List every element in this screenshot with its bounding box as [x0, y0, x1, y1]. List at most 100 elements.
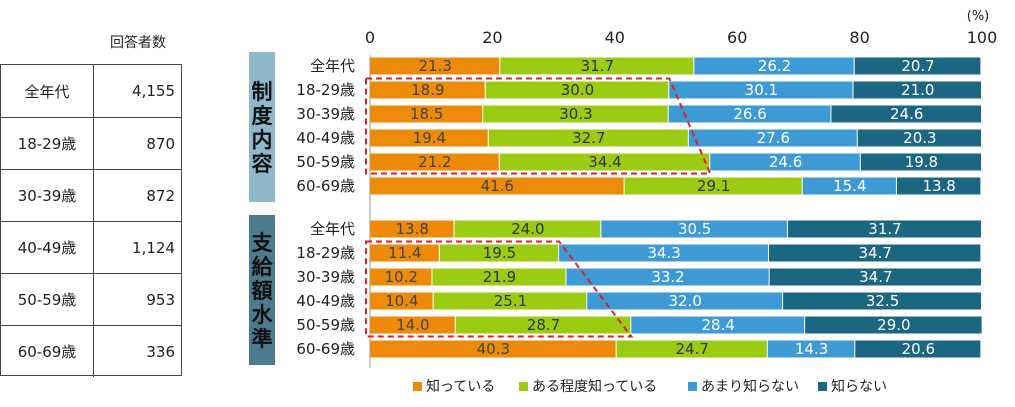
- x-tick-label: 100: [967, 28, 998, 47]
- x-tick-label: 0: [365, 28, 375, 47]
- data-label: 18.5: [410, 105, 443, 123]
- group-label-char: 容: [252, 152, 273, 176]
- x-tick-label: 40: [605, 28, 625, 47]
- bar-segment: [896, 177, 981, 195]
- table-row-value: 953: [146, 290, 175, 309]
- group-label-char: 水: [252, 303, 274, 327]
- bar-segment: [783, 292, 981, 310]
- table-row-label: 50-59歳: [1, 274, 94, 325]
- bar-segment: [499, 153, 710, 171]
- legend-label: ある程度知っている: [532, 378, 657, 395]
- bar-segment: [668, 105, 831, 123]
- data-label: 31.7: [868, 220, 901, 238]
- data-label: 30.0: [561, 81, 594, 99]
- bar-segment: [370, 340, 616, 358]
- bar-segment: [624, 177, 802, 195]
- data-label: 30.5: [678, 220, 711, 238]
- bar-segment: [805, 316, 982, 334]
- data-label: 28.7: [527, 316, 560, 334]
- group-panel: [249, 215, 275, 365]
- bar-segment: [787, 220, 981, 238]
- category-label: 60-69歳: [296, 340, 355, 358]
- data-label: 29.1: [697, 177, 730, 195]
- bar-segment: [370, 153, 499, 171]
- bar-segment: [769, 244, 981, 262]
- category-label: 40-49歳: [296, 292, 355, 310]
- data-label: 26.2: [758, 57, 791, 75]
- category-label: 全年代: [310, 57, 355, 75]
- legend-label: あまり知らない: [701, 378, 799, 395]
- data-label: 32.5: [866, 292, 899, 310]
- data-label: 31.7: [581, 57, 614, 75]
- table-row-label: 40-49歳: [1, 222, 94, 273]
- data-label: 24.6: [769, 153, 802, 171]
- bar-segment: [454, 220, 601, 238]
- bar-segment: [370, 177, 624, 195]
- data-label: 14.3: [795, 340, 828, 358]
- data-label: 24.6: [890, 105, 923, 123]
- data-label: 28.4: [702, 316, 735, 334]
- x-tick-label: 80: [849, 28, 869, 47]
- respondent-count-header: 回答者数: [110, 35, 166, 51]
- data-label: 40.3: [477, 340, 510, 358]
- data-label: 21.0: [901, 81, 934, 99]
- table-row-value: 1,124: [132, 238, 175, 257]
- bar-segment: [370, 129, 488, 147]
- data-label: 20.7: [901, 57, 934, 75]
- table-row-label: 30-39歳: [1, 170, 94, 221]
- data-label: 26.6: [733, 105, 766, 123]
- bar-segment: [559, 244, 769, 262]
- group-label-char: 制: [252, 80, 273, 104]
- table-row-label: 全年代: [1, 65, 94, 117]
- table-row: 50-59歳 953: [1, 273, 181, 325]
- bar-segment: [432, 268, 566, 286]
- legend-swatch: [519, 382, 528, 391]
- data-label: 20.6: [902, 340, 935, 358]
- data-label: 13.8: [396, 220, 429, 238]
- bar-segment: [566, 268, 769, 286]
- legend-label: 知らない: [831, 378, 887, 395]
- group-panel: [249, 52, 275, 202]
- data-label: 10.4: [385, 292, 418, 310]
- category-label: 40-49歳: [296, 129, 355, 147]
- bar-segment: [860, 153, 981, 171]
- data-label: 41.6: [481, 177, 514, 195]
- table-row-value: 4,155: [132, 82, 175, 100]
- group-label-char: 給: [252, 255, 274, 279]
- bar-segment: [631, 316, 805, 334]
- data-label: 20.3: [903, 129, 936, 147]
- bar-segment: [669, 81, 853, 99]
- bar-segment: [769, 268, 981, 286]
- table-row: 40-49歳 1,124: [1, 221, 181, 273]
- data-label: 21.3: [418, 57, 451, 75]
- data-label: 25.1: [494, 292, 527, 310]
- bar-segment: [370, 244, 439, 262]
- table-row-label: 60-69歳: [1, 326, 94, 377]
- data-label: 29.0: [877, 316, 910, 334]
- bar-segment: [688, 129, 857, 147]
- bar-segment: [433, 292, 587, 310]
- unit-label: (%): [967, 9, 990, 24]
- x-tick-label: 60: [727, 28, 747, 47]
- data-label: 15.4: [833, 177, 866, 195]
- bar-segment: [601, 220, 787, 238]
- bar-segment: [857, 129, 981, 147]
- bar-segment: [500, 57, 694, 75]
- data-label: 14.0: [396, 316, 429, 334]
- data-label: 19.5: [483, 244, 516, 262]
- bar-segment: [802, 177, 896, 195]
- table-row: 全年代 4,155: [1, 65, 181, 117]
- bar-segment: [831, 105, 981, 123]
- data-label: 11.4: [388, 244, 421, 262]
- data-label: 24.0: [511, 220, 544, 238]
- bar-segment: [370, 316, 455, 334]
- group-label-char: 内: [252, 128, 273, 152]
- bar-segment: [710, 153, 860, 171]
- bar-segment: [855, 340, 981, 358]
- table-row-label: 18-29歳: [1, 118, 94, 169]
- data-label: 30.1: [745, 81, 778, 99]
- bar-segment: [854, 57, 981, 75]
- table-row: 30-39歳 872: [1, 169, 181, 221]
- category-label: 50-59歳: [296, 316, 355, 334]
- data-label: 24.7: [676, 340, 709, 358]
